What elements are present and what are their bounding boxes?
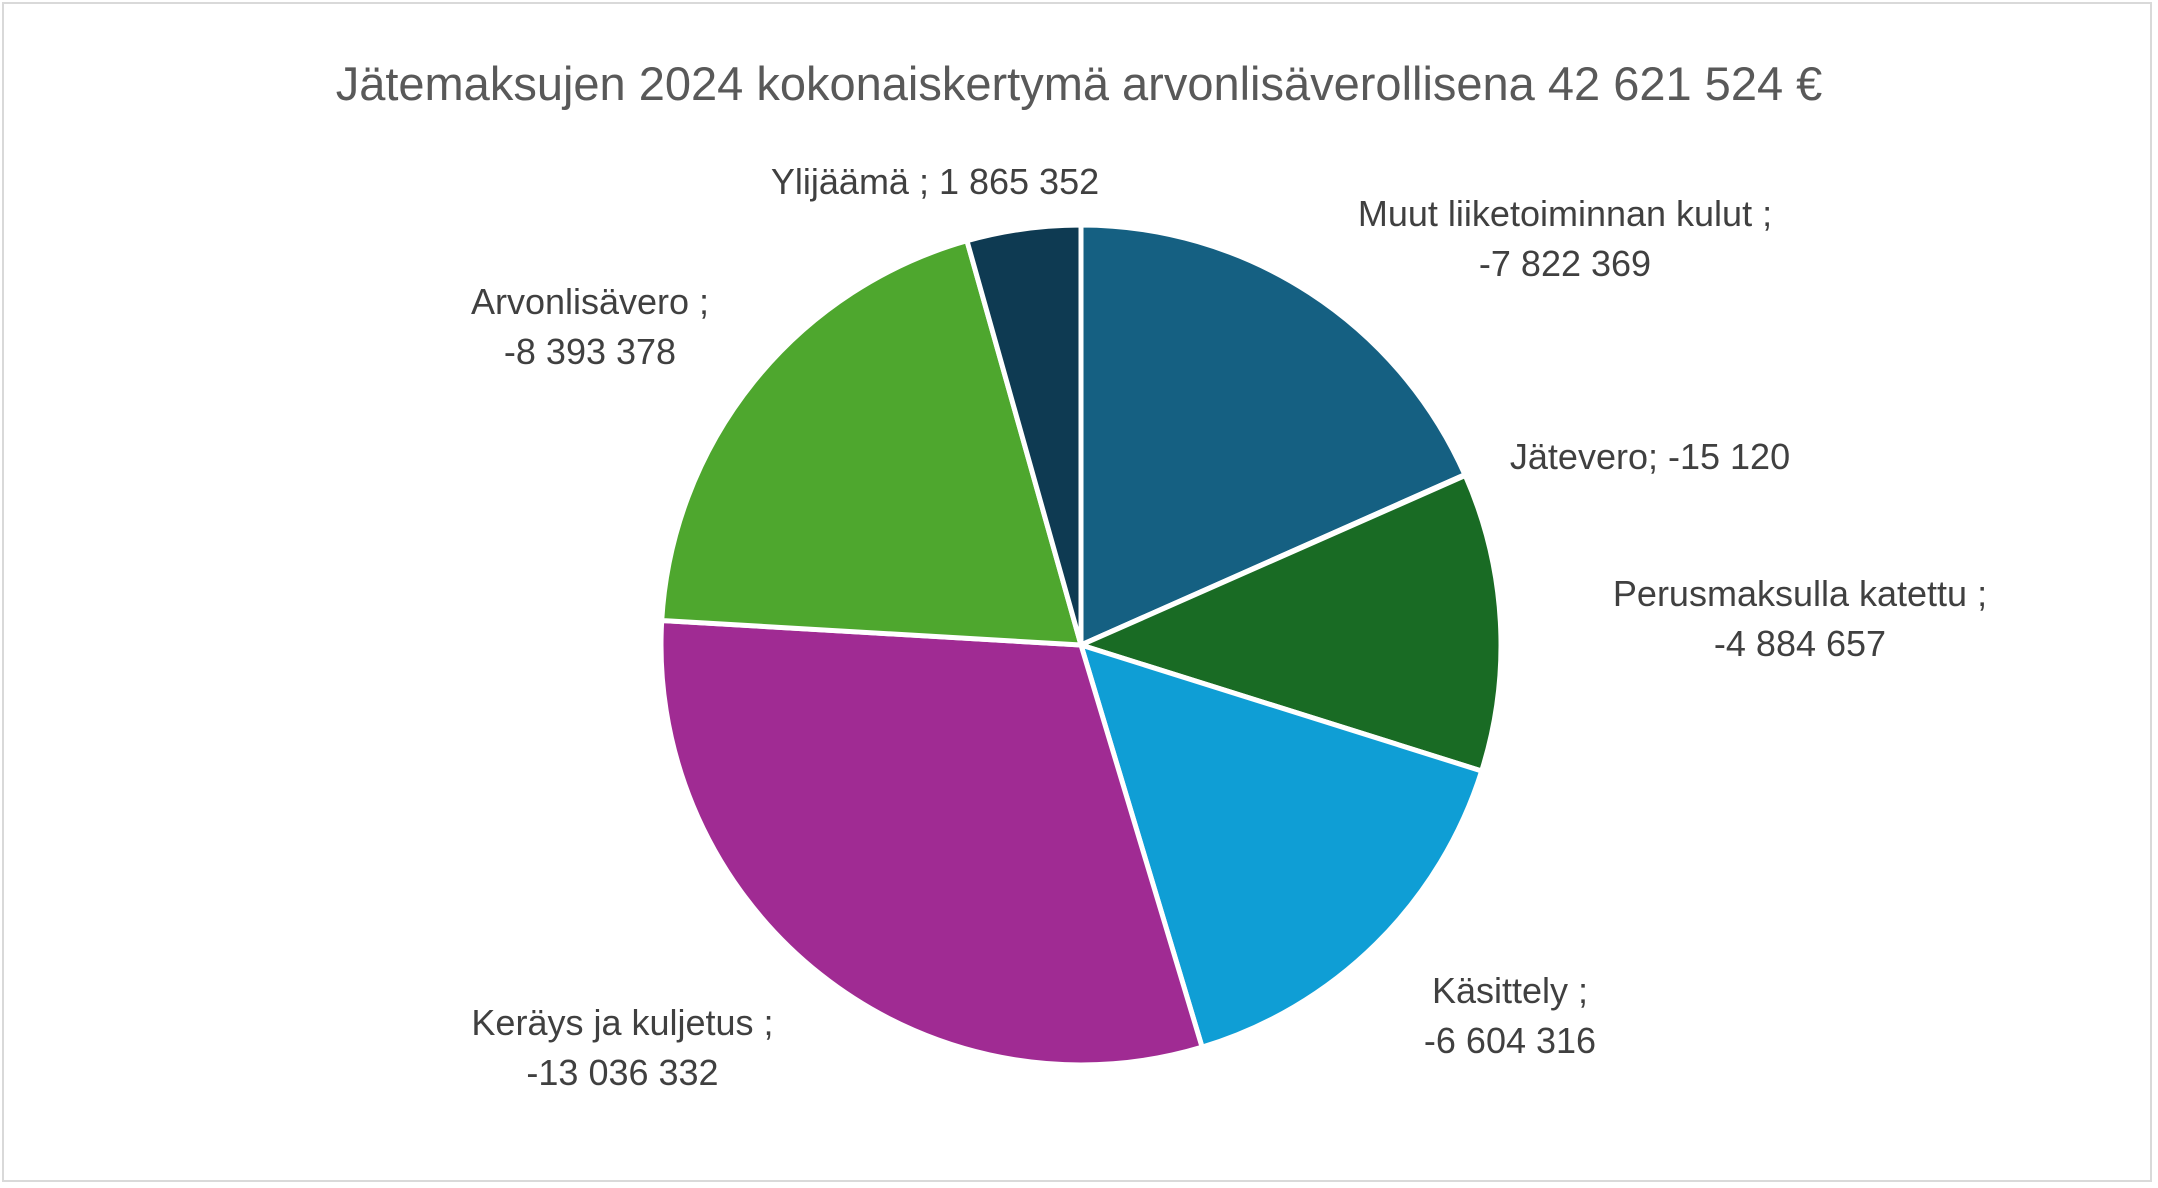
label-arvonlisavero-value: -8 393 378: [503, 331, 677, 372]
pie-slice-arvonlisavero: [659, 238, 1084, 648]
label-perusmaksulla-katettu-name: Perusmaksulla katettu ;: [1612, 573, 1988, 614]
label-arvonlisavero-name: Arvonlisävero ;: [470, 281, 710, 322]
label-kerays-ja-kuljetus-name: Keräys ja kuljetus ;: [471, 1002, 774, 1043]
label-kerays-ja-kuljetus-value: -13 036 332: [526, 1052, 719, 1093]
label-kasittely-value: -6 604 316: [1423, 1020, 1597, 1061]
label-jatevero: Jätevero; -15 120: [1480, 432, 1820, 482]
pie-slice-ylijaama: [964, 222, 1084, 648]
pie-slice-kasittely: [1078, 642, 1485, 1050]
label-kasittely: Käsittely ; -6 604 316: [1380, 966, 1640, 1066]
label-perusmaksulla-katettu-value: -4 884 657: [1713, 623, 1887, 664]
label-muut-liiketoiminnan-kulut-value: -7 822 369: [1478, 243, 1652, 284]
label-jatevero-text: Jätevero; -15 120: [1509, 436, 1791, 477]
label-kasittely-name: Käsittely ;: [1431, 970, 1589, 1011]
label-muut-liiketoiminnan-kulut-name: Muut liiketoiminnan kulut ;: [1357, 193, 1773, 234]
pie-slice-muut-liiketoiminnan-kulut: [1078, 222, 1468, 648]
label-ylijaama-text: Ylijäämä ; 1 865 352: [770, 161, 1100, 202]
chart-title: Jätemaksujen 2024 kokonaiskertymä arvonl…: [335, 57, 1823, 110]
label-muut-liiketoiminnan-kulut: Muut liiketoiminnan kulut ; -7 822 369: [1300, 189, 1830, 289]
label-arvonlisavero: Arvonlisävero ; -8 393 378: [430, 277, 750, 377]
label-ylijaama: Ylijäämä ; 1 865 352: [735, 157, 1135, 207]
pie-slice-kerays-ja-kuljetus: [658, 617, 1205, 1068]
pie-slice-perusmaksulla-katettu: [1078, 473, 1504, 774]
label-kerays-ja-kuljetus: Keräys ja kuljetus ; -13 036 332: [420, 998, 825, 1098]
label-perusmaksulla-katettu: Perusmaksulla katettu ; -4 884 657: [1560, 569, 2040, 669]
